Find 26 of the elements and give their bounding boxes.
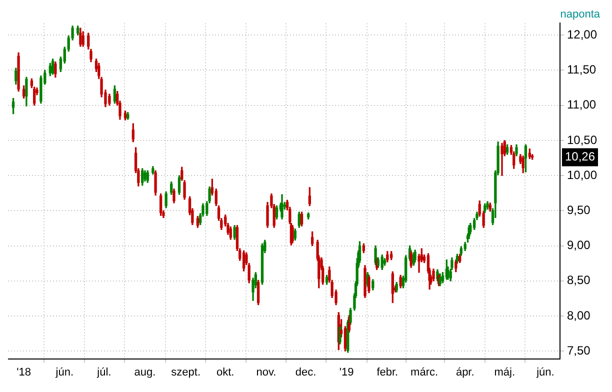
y-tick-label: 10,50	[566, 132, 598, 147]
x-tick-label: jún.	[536, 366, 554, 378]
x-tick-label: márc.	[410, 366, 438, 378]
y-tick-label: 8,00	[566, 308, 591, 322]
x-tick-label: dec.	[295, 366, 316, 378]
y-tick-label: 8,50	[566, 273, 591, 288]
x-tick-label: júl.	[96, 366, 112, 378]
x-tick-label: '19	[339, 366, 354, 378]
y-tick-label: 12,00	[566, 27, 598, 42]
x-tick-label: aug.	[134, 366, 156, 378]
x-tick-label: '18	[16, 366, 31, 378]
x-tick-label: ápr.	[456, 366, 474, 378]
x-tick-label: szept.	[171, 366, 201, 378]
x-tick-label: okt.	[216, 366, 234, 378]
y-tick-label: 9,50	[566, 202, 591, 217]
chart-subtitle: naponta	[560, 8, 601, 21]
x-tick-label: nov.	[256, 366, 276, 378]
y-tick-label: 10,00	[566, 168, 598, 182]
x-tick-label: jún.	[54, 366, 74, 378]
y-tick-label: 9,00	[566, 238, 591, 252]
y-tick-label: 11,00	[566, 98, 596, 112]
x-tick-label: máj.	[494, 366, 516, 378]
y-tick-label: 7,50	[566, 343, 591, 358]
annotation: 10,26	[564, 150, 596, 164]
x-tick-label: febr.	[376, 366, 398, 378]
y-tick-label: 11,50	[566, 62, 596, 77]
